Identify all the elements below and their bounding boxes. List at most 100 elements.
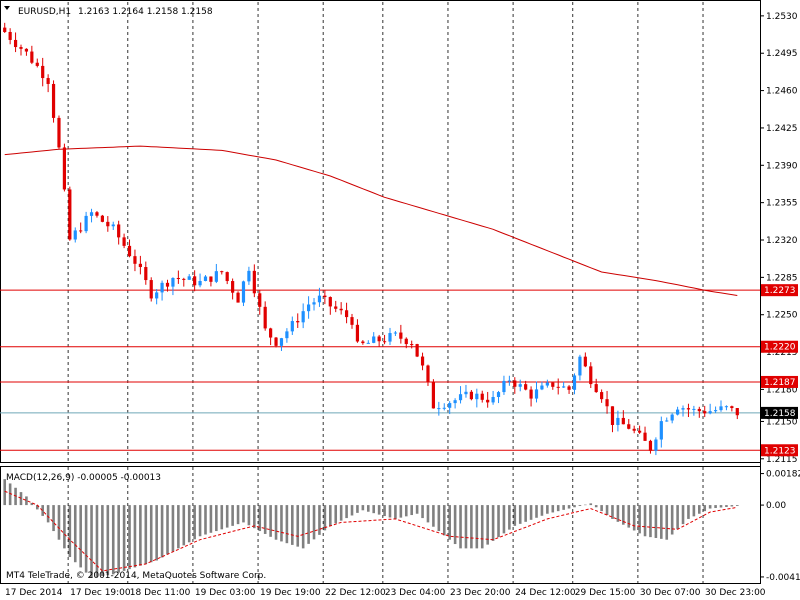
candle-body — [263, 306, 267, 329]
candle-body — [724, 406, 729, 408]
candle-body — [567, 386, 571, 390]
x-tick-label: 30 Dec 23:00 — [705, 588, 766, 598]
macd-y-tick-label: 0.00182 — [766, 470, 800, 480]
y-tick-label: 1.2460 — [766, 87, 798, 97]
macd-bar — [291, 505, 294, 545]
macd-bar — [687, 505, 690, 519]
level-price-tags: 1.2273 1.2220 1.2187 1.2123 1.2158 — [761, 284, 798, 457]
candle-body — [285, 331, 289, 339]
candle-body — [583, 356, 587, 367]
triangle-down-icon[interactable] — [4, 6, 10, 10]
macd-bar — [605, 505, 609, 516]
candle-body — [426, 365, 430, 383]
macd-bar — [399, 505, 403, 518]
macd-bar — [383, 505, 386, 517]
macd-bar — [513, 505, 517, 526]
candle-body — [187, 276, 191, 280]
candle-body — [79, 230, 83, 232]
candle-body — [415, 344, 419, 357]
candle-body — [730, 406, 734, 409]
y-tick-label: 1.2180 — [766, 385, 798, 395]
macd-bar — [90, 505, 93, 578]
macd-bar — [524, 505, 527, 522]
candle-body — [621, 417, 625, 425]
candle-body — [475, 393, 479, 400]
x-tick-label: 24 Dec 12:00 — [515, 588, 576, 598]
candle-body — [410, 344, 414, 346]
macd-bar — [312, 505, 316, 540]
level-tag — [761, 284, 798, 297]
macd-bar — [584, 504, 587, 506]
x-tick-label: 22 Dec 12:00 — [325, 588, 386, 598]
macd-bar — [52, 505, 55, 532]
macd-bar — [231, 505, 234, 526]
vertical-grid — [67, 2, 704, 583]
candle-body — [258, 293, 262, 307]
candle-body — [600, 392, 604, 400]
macd-bar — [627, 505, 631, 528]
macd-bar — [79, 505, 82, 568]
candle-body — [3, 27, 7, 32]
candle-body — [111, 224, 115, 227]
candle-body — [155, 292, 159, 299]
y-tick-label: 1.2530 — [766, 12, 798, 22]
macd-bar — [95, 505, 99, 577]
macd-bar — [448, 505, 451, 540]
candle-body — [214, 271, 218, 282]
macd-bar — [329, 505, 332, 526]
macd-bar — [394, 505, 397, 519]
macd-bar — [735, 505, 739, 506]
macd-bar — [681, 505, 685, 525]
macd-bar — [144, 505, 148, 564]
macd-bar — [263, 505, 267, 534]
macd-bar — [171, 505, 175, 552]
macd-bar — [242, 505, 245, 523]
candle-body — [35, 62, 39, 66]
candle-body — [502, 380, 506, 393]
candle-body — [19, 47, 23, 49]
macd-bar — [339, 505, 343, 521]
candle-body — [51, 83, 56, 118]
macd-bar — [356, 505, 359, 513]
y-tick-label: 1.2320 — [766, 236, 798, 246]
candle-body — [350, 317, 354, 325]
candle-body — [453, 400, 457, 404]
macd-bar — [155, 505, 158, 561]
macd-bar — [166, 505, 169, 555]
candle-body — [301, 311, 305, 323]
candle-body — [247, 270, 251, 282]
candle-body — [182, 278, 186, 280]
macd-bar — [649, 505, 652, 538]
macd-bar — [133, 505, 137, 568]
macd-bar — [106, 505, 110, 576]
candle-body — [486, 399, 490, 403]
macd-bar — [128, 505, 131, 570]
macd-bar — [372, 505, 376, 514]
macd-bar — [518, 505, 522, 524]
macd-bar — [654, 505, 658, 538]
candle-body — [279, 338, 284, 346]
macd-bar — [665, 505, 669, 540]
macd-bar — [193, 505, 196, 540]
candle-body — [507, 380, 511, 382]
candle-body — [513, 380, 517, 387]
macd-bar — [301, 505, 305, 549]
macd-bar — [676, 505, 679, 530]
macd-bar — [63, 505, 66, 549]
macd-bar — [209, 505, 213, 533]
x-tick-label: 19 Dec 03:00 — [195, 588, 256, 598]
macd-bar — [475, 505, 479, 549]
candle-body — [100, 215, 104, 222]
x-tick-label: 30 Dec 07:00 — [640, 588, 701, 598]
macd-bar — [122, 505, 126, 571]
candle-body — [62, 147, 67, 190]
candle-body — [355, 324, 360, 342]
level-tag-label: 1.2220 — [764, 343, 796, 353]
candle-body — [686, 408, 691, 410]
candle-body — [252, 270, 256, 294]
macd-bar — [388, 505, 392, 518]
candle-body — [241, 281, 246, 303]
macd-bar — [8, 483, 12, 506]
candle-body — [377, 336, 381, 342]
